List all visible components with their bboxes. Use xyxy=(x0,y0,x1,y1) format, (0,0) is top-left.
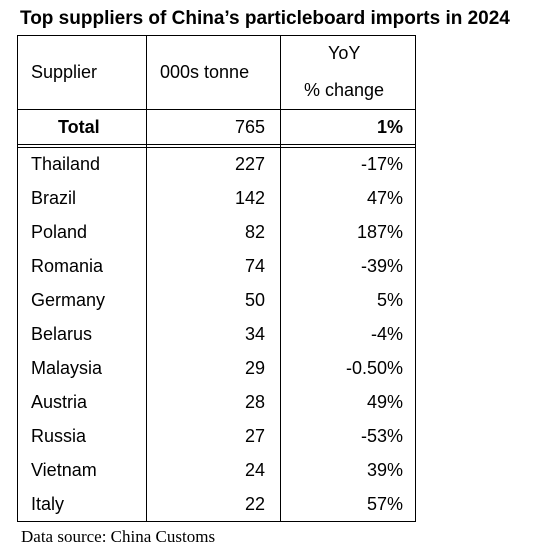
table-row-volume: 227 xyxy=(234,154,265,174)
table-row-yoy: 187% xyxy=(356,222,403,242)
total-yoy: 1% xyxy=(376,117,403,137)
table-row-yoy: 57% xyxy=(366,494,403,514)
table-row-supplier: Austria xyxy=(31,392,88,412)
header-supplier: Supplier xyxy=(31,62,98,82)
table-row-volume: 34 xyxy=(244,324,265,344)
table-row-volume: 82 xyxy=(244,222,265,242)
table-row-volume: 22 xyxy=(244,494,265,514)
table-row-yoy: -39% xyxy=(360,256,403,276)
supplier-table: Supplier 000s tonne YoY % change Total 7… xyxy=(17,35,416,522)
column-divider-1 xyxy=(146,36,147,521)
table-title: Top suppliers of China’s particleboard i… xyxy=(20,8,510,29)
header-volume: 000s tonne xyxy=(160,62,250,82)
table-row-volume: 50 xyxy=(244,290,265,310)
table-row-supplier: Thailand xyxy=(31,154,101,174)
table-row-yoy: 47% xyxy=(366,188,403,208)
table-row-volume: 24 xyxy=(244,460,265,480)
table-row-supplier: Vietnam xyxy=(31,460,97,480)
header-yoy-change: % change xyxy=(304,80,385,100)
header-divider xyxy=(18,109,415,110)
table-row-yoy: 49% xyxy=(366,392,403,412)
table-row-yoy: -17% xyxy=(360,154,403,174)
column-divider-2 xyxy=(280,36,281,521)
table-row-supplier: Brazil xyxy=(31,188,77,208)
table-row-volume: 142 xyxy=(234,188,265,208)
total-volume: 765 xyxy=(234,117,265,137)
table-row-supplier: Malaysia xyxy=(31,358,103,378)
table-row-supplier: Romania xyxy=(31,256,104,276)
total-divider-double xyxy=(18,147,415,148)
table-row-volume: 28 xyxy=(244,392,265,412)
header-yoy: YoY xyxy=(328,43,361,63)
table-row-supplier: Germany xyxy=(31,290,106,310)
table-row-supplier: Poland xyxy=(31,222,88,242)
table-row-supplier: Russia xyxy=(31,426,87,446)
table-row-volume: 74 xyxy=(244,256,265,276)
table-row-supplier: Belarus xyxy=(31,324,93,344)
total-divider xyxy=(18,144,415,145)
total-label: Total xyxy=(58,117,100,137)
table-row-volume: 27 xyxy=(244,426,265,446)
table-row-yoy: -0.50% xyxy=(345,358,403,378)
table-row-yoy: -4% xyxy=(370,324,403,344)
table-row-yoy: 39% xyxy=(366,460,403,480)
data-source: Data source: China Customs xyxy=(21,527,216,546)
table-row-volume: 29 xyxy=(244,358,265,378)
table-row-yoy: -53% xyxy=(360,426,403,446)
table-row-supplier: Italy xyxy=(31,494,65,514)
table-row-yoy: 5% xyxy=(376,290,403,310)
